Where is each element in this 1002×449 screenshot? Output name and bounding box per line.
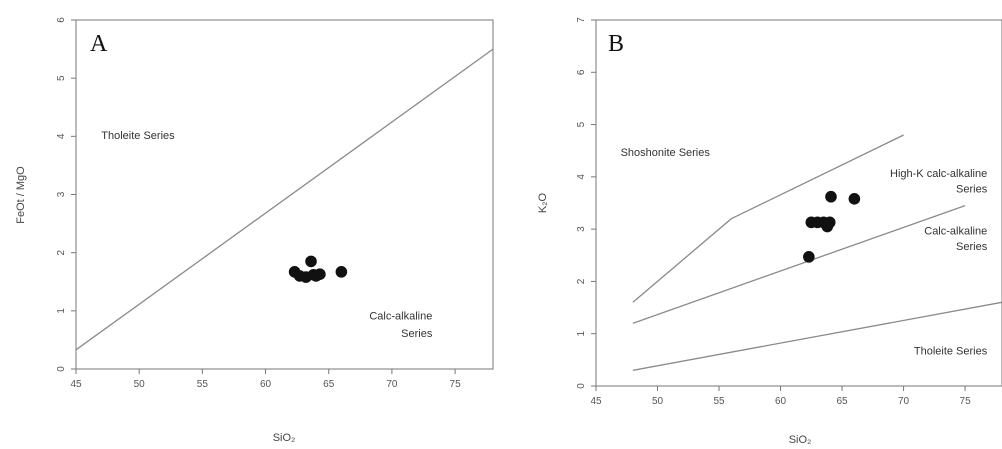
panel-b-annotation: Shoshonite Series bbox=[621, 147, 711, 159]
panel-b-x-tick-label: 70 bbox=[898, 396, 910, 407]
panel-b-boundary-line bbox=[632, 301, 1002, 371]
panel-a-x-axis-title: SiO₂ bbox=[273, 432, 296, 444]
panel-a-y-tick-label: 3 bbox=[56, 191, 67, 197]
panel-b-annotation: Series bbox=[956, 184, 988, 196]
panel-b-annotation: Tholeite Series bbox=[914, 346, 988, 358]
panel-a-data-point bbox=[335, 266, 348, 278]
panel-a-annotation: Tholeite Series bbox=[101, 130, 175, 142]
panel-b-y-tick-label: 3 bbox=[576, 226, 587, 232]
panel-a-x-tick-label: 45 bbox=[70, 379, 82, 390]
panel-b-series-lines bbox=[632, 134, 1002, 371]
panel-a-y-tick-label: 4 bbox=[56, 133, 67, 139]
panel-b-x-tick-label: 50 bbox=[652, 396, 664, 407]
panel-a-letter: A bbox=[90, 31, 108, 57]
panel-a-boundary-line bbox=[75, 48, 494, 351]
panel-a-x-tick-label: 55 bbox=[197, 379, 209, 390]
panel-b-x-tick-label: 75 bbox=[960, 396, 972, 407]
panel-b-letter: B bbox=[608, 31, 624, 57]
panel-a-y-tick-label: 5 bbox=[56, 75, 67, 81]
panel-b-annotations: Shoshonite Series High-K calc-alkaline Ser… bbox=[621, 147, 988, 358]
panel-b-y-tick-label: 7 bbox=[576, 17, 587, 23]
panel-a-y-axis-title: FeOt / MgO bbox=[15, 166, 27, 224]
panel-b-points bbox=[803, 190, 861, 263]
panel-b-data-point bbox=[823, 216, 836, 229]
panel-b-annotation: Series bbox=[956, 241, 988, 253]
panel-b-boundary-line bbox=[632, 134, 904, 303]
panel-a-annotation: Calc-alkaline bbox=[369, 311, 432, 323]
panel-a-y-tick-label: 1 bbox=[56, 308, 67, 314]
panel-b-data-point bbox=[848, 193, 861, 205]
panel-a-x-tick-label: 60 bbox=[260, 379, 272, 390]
panel-a-x-tick-label: 50 bbox=[134, 379, 146, 390]
panel-b-annotation: High-K calc-alkaline bbox=[890, 168, 987, 180]
panel-a-y-tick-label: 2 bbox=[56, 249, 67, 255]
panel-a-x-tick-label: 70 bbox=[386, 379, 398, 390]
panel-b-x-tick-label: 60 bbox=[775, 396, 787, 407]
panel-a-series-lines bbox=[75, 48, 494, 351]
panel-b-y-tick-label: 2 bbox=[576, 278, 587, 284]
panel-b-y-axis-title: K₂O bbox=[537, 192, 549, 213]
panel-b-y-tick-label: 5 bbox=[576, 121, 587, 127]
panel-a-y-tick-label: 0 bbox=[56, 366, 67, 372]
panel-b-data-point bbox=[825, 190, 837, 203]
panel-a-y-tick-label: 6 bbox=[56, 17, 67, 23]
panel-b-annotation: Calc-alkaline bbox=[924, 225, 987, 237]
panel-b-x-tick-label: 65 bbox=[836, 396, 848, 407]
panel-a-annotations: Tholeite Series Calc-alkaline Series bbox=[101, 130, 433, 340]
panel-b-y-tick-label: 4 bbox=[576, 174, 587, 180]
panel-b-boundary-line bbox=[632, 204, 966, 324]
panel-a-data-point bbox=[314, 268, 326, 280]
panel-b-data-point bbox=[803, 251, 815, 263]
panel-a-annotation: Series bbox=[401, 328, 433, 340]
panel-b-plot-border bbox=[595, 19, 1002, 387]
panel-b-y-tick-label: 0 bbox=[576, 383, 587, 389]
panel-a-x-tick-label: 65 bbox=[323, 379, 335, 390]
panel-a-data-point bbox=[305, 255, 317, 268]
panel-b-x-tick-label: 55 bbox=[713, 396, 725, 407]
panel-b-y-tick-label: 1 bbox=[576, 330, 587, 336]
panel-a-points bbox=[288, 255, 348, 283]
panel-b-y-tick-label: 6 bbox=[576, 69, 587, 75]
panel-a-x-tick-label: 75 bbox=[450, 379, 462, 390]
panel-b-x-axis-title: SiO₂ bbox=[789, 434, 812, 446]
panel-b-x-tick-label: 45 bbox=[590, 396, 602, 407]
